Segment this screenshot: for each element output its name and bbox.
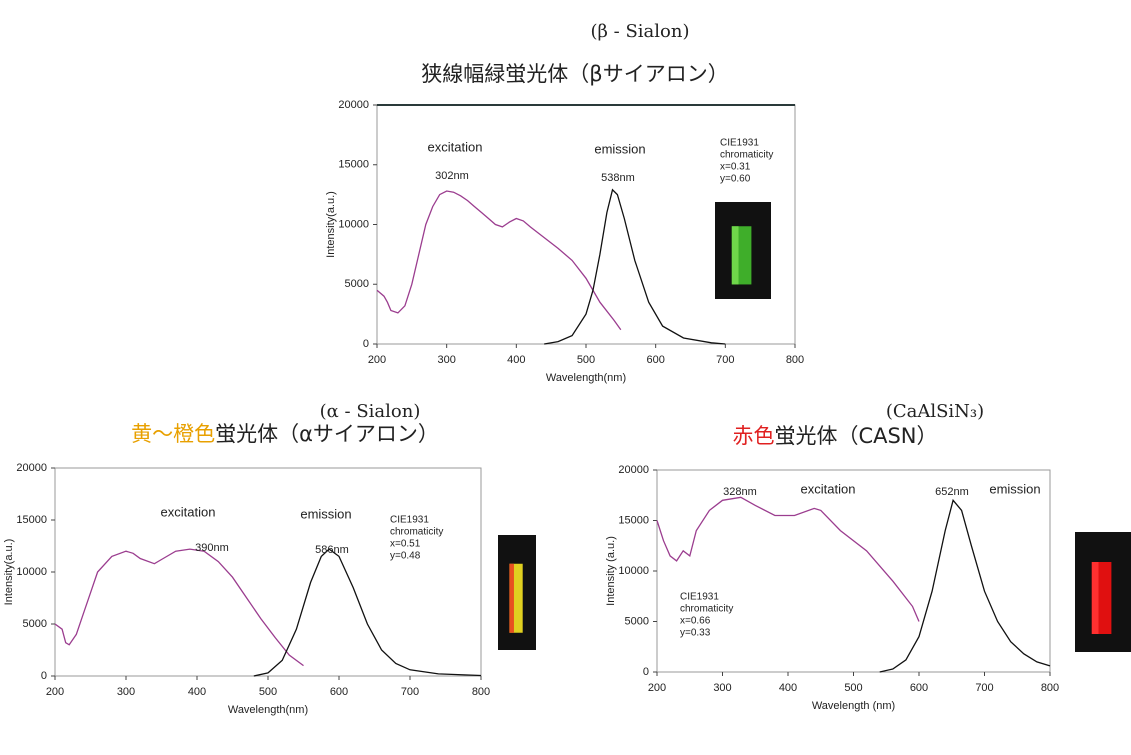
chart-title: 赤色蛍光体（CASN）: [732, 424, 937, 448]
crystal-face: [509, 564, 514, 633]
spectrum-line: [55, 549, 304, 666]
plot-frame: [55, 468, 481, 676]
x-tick-label: 400: [507, 354, 525, 366]
y-tick-label: 10000: [338, 218, 369, 230]
x-axis-label: Wavelength(nm): [546, 372, 626, 384]
annotation: 652nm: [935, 486, 969, 498]
title-part: 蛍光体（αサイアロン）: [215, 422, 439, 446]
annotation: excitation: [428, 139, 483, 154]
annotation: 302nm: [435, 170, 469, 182]
x-tick-label: 800: [1041, 682, 1059, 694]
x-tick-label: 200: [46, 686, 64, 698]
title-part: 黄～橙色: [131, 422, 215, 446]
y-tick-label: 10000: [618, 565, 649, 577]
annotation: 390nm: [195, 542, 229, 554]
x-tick-label: 600: [646, 354, 664, 366]
chart-title: 黄～橙色蛍光体（αサイアロン）: [131, 422, 439, 446]
x-tick-label: 300: [437, 354, 455, 366]
crystal-face: [1092, 562, 1099, 634]
x-tick-label: 400: [779, 682, 797, 694]
x-tick-label: 800: [786, 354, 804, 366]
y-tick-label: 20000: [618, 464, 649, 476]
x-tick-label: 700: [401, 686, 419, 698]
cie-text: CIE1931: [720, 138, 759, 149]
y-tick-label: 0: [363, 338, 369, 350]
y-tick-label: 15000: [338, 159, 369, 171]
subtitle: (CaAlSiN₃): [886, 401, 984, 422]
cie-text: y=0.48: [390, 551, 421, 562]
title-part: 狭線幅緑蛍光体（βサイアロン）: [421, 62, 728, 86]
y-tick-label: 5000: [625, 615, 649, 627]
figure: (β - Sialon)狭線幅緑蛍光体（βサイアロン）0500010000150…: [0, 0, 1131, 755]
annotation: excitation: [801, 481, 856, 496]
x-tick-label: 500: [844, 682, 862, 694]
y-axis-label: Intensity(a.u.): [325, 191, 337, 258]
annotation: emission: [989, 481, 1040, 496]
annotation: 586nm: [315, 544, 349, 556]
y-tick-label: 5000: [23, 618, 47, 630]
cie-text: chromaticity: [390, 527, 443, 538]
cie-text: x=0.31: [720, 162, 751, 173]
annotation: 328nm: [723, 486, 757, 498]
subtitle: (β - Sialon): [591, 21, 690, 42]
y-tick-label: 20000: [16, 462, 47, 474]
x-tick-label: 200: [368, 354, 386, 366]
y-tick-label: 20000: [338, 99, 369, 111]
annotation: 538nm: [601, 172, 635, 184]
y-tick-label: 5000: [345, 278, 369, 290]
title-part: 赤色: [732, 424, 774, 448]
chart-title: 狭線幅緑蛍光体（βサイアロン）: [421, 62, 728, 86]
crystal-face: [732, 226, 739, 284]
x-tick-label: 200: [648, 682, 666, 694]
y-axis-label: Intensity(a.u.): [3, 539, 15, 606]
x-tick-label: 300: [117, 686, 135, 698]
cie-text: CIE1931: [390, 515, 429, 526]
y-tick-label: 10000: [16, 566, 47, 578]
cie-text: x=0.66: [680, 616, 711, 627]
spectrum-line: [544, 190, 725, 344]
x-tick-label: 400: [188, 686, 206, 698]
y-tick-label: 15000: [618, 514, 649, 526]
cie-text: chromaticity: [680, 604, 733, 615]
title-part: 蛍光体（CASN）: [774, 424, 937, 448]
annotation: excitation: [161, 504, 216, 519]
cie-text: CIE1931: [680, 592, 719, 603]
x-tick-label: 300: [713, 682, 731, 694]
cie-text: chromaticity: [720, 150, 773, 161]
x-tick-label: 700: [716, 354, 734, 366]
spectrum-line: [377, 191, 621, 330]
y-tick-label: 0: [41, 670, 47, 682]
annotation: emission: [300, 506, 351, 521]
x-axis-label: Wavelength (nm): [812, 700, 895, 712]
y-tick-label: 15000: [16, 514, 47, 526]
x-tick-label: 500: [259, 686, 277, 698]
cie-text: y=0.33: [680, 628, 711, 639]
x-tick-label: 700: [975, 682, 993, 694]
spectrum-line: [254, 549, 481, 676]
y-axis-label: Intensity (a.u.): [605, 536, 617, 606]
cie-text: y=0.60: [720, 174, 751, 185]
x-tick-label: 600: [910, 682, 928, 694]
y-tick-label: 0: [643, 666, 649, 678]
cie-text: x=0.51: [390, 539, 421, 550]
plot-frame: [657, 470, 1050, 672]
x-axis-label: Wavelength(nm): [228, 704, 308, 716]
x-tick-label: 500: [577, 354, 595, 366]
subtitle: (α - Sialon): [320, 401, 421, 422]
x-tick-label: 800: [472, 686, 490, 698]
x-tick-label: 600: [330, 686, 348, 698]
spectrum-line: [880, 500, 1050, 672]
annotation: emission: [594, 141, 645, 156]
